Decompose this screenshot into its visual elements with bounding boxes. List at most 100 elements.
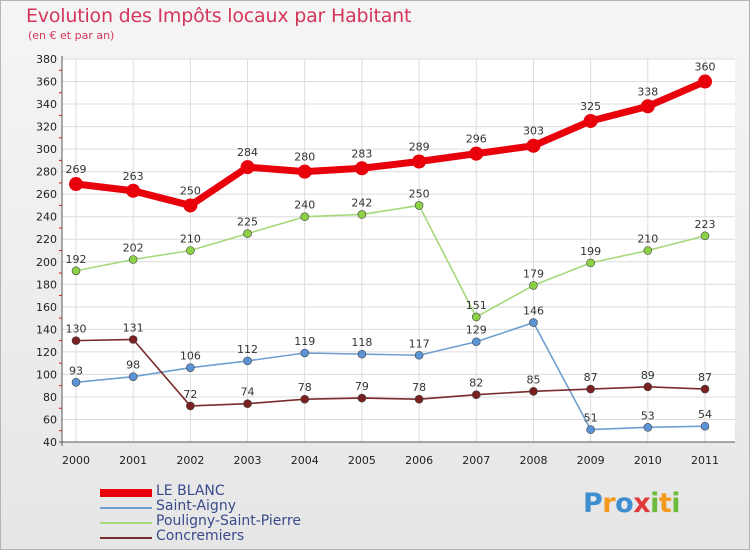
point-pouligny-saint-pierre-2009 bbox=[586, 258, 595, 268]
y-tick-label-300: 300 bbox=[36, 143, 57, 156]
data-label-pouligny-saint-pierre-2008: 179 bbox=[523, 267, 544, 280]
data-label-pouligny-saint-pierre-2009: 199 bbox=[580, 245, 601, 258]
x-tick-label-2007: 2007 bbox=[462, 454, 490, 467]
legend-swatch-saint-aigny bbox=[100, 507, 152, 509]
point-le-blanc-2004 bbox=[297, 164, 312, 179]
y-tick-label-60: 60 bbox=[43, 413, 57, 426]
point-le-blanc-2006 bbox=[412, 154, 427, 169]
data-label-le-blanc-2002: 250 bbox=[180, 184, 201, 197]
logo-letter: t bbox=[658, 488, 672, 519]
data-label-concremiers-2006: 78 bbox=[412, 381, 426, 394]
legend-label-pouligny-saint-pierre: Pouligny-Saint-Pierre bbox=[156, 513, 301, 529]
data-label-le-blanc-2011: 360 bbox=[695, 61, 716, 74]
data-label-le-blanc-2000: 269 bbox=[66, 163, 87, 176]
axes: 40 60 80 100 120 140 160 180 200 220 240 260 280 300 3… bbox=[36, 53, 735, 467]
data-label-saint-aigny-2007: 129 bbox=[466, 324, 487, 337]
point-saint-aigny-2007 bbox=[471, 337, 481, 347]
point-saint-aigny-2010 bbox=[643, 423, 653, 432]
data-label-saint-aigny-2006: 117 bbox=[409, 337, 430, 350]
data-label-le-blanc-2005: 283 bbox=[351, 147, 372, 160]
data-label-le-blanc-2006: 289 bbox=[409, 141, 430, 154]
series-line-pouligny-saint-pierre bbox=[75, 204, 706, 318]
series-line-concremiers bbox=[75, 338, 706, 407]
x-tick-label-2003: 2003 bbox=[234, 454, 262, 467]
point-le-blanc-2007 bbox=[469, 146, 484, 161]
y-tick-label-240: 240 bbox=[36, 211, 57, 224]
data-label-saint-aigny-2011: 54 bbox=[698, 408, 712, 421]
point-le-blanc-2001 bbox=[126, 183, 141, 198]
point-pouligny-saint-pierre-2006 bbox=[414, 201, 424, 210]
data-label-saint-aigny-2004: 119 bbox=[294, 335, 315, 348]
legend-swatch-concremiers bbox=[100, 537, 152, 539]
data-label-saint-aigny-2003: 112 bbox=[237, 343, 258, 356]
point-saint-aigny-2009 bbox=[586, 425, 595, 434]
data-label-concremiers-2001: 131 bbox=[123, 321, 144, 334]
point-pouligny-saint-pierre-2001 bbox=[128, 255, 138, 264]
point-saint-aigny-2002 bbox=[186, 363, 195, 372]
legend-label-saint-aigny: Saint-Aigny bbox=[156, 498, 236, 514]
point-concremiers-2006 bbox=[414, 394, 424, 404]
data-label-pouligny-saint-pierre-2011: 223 bbox=[695, 218, 716, 231]
point-pouligny-saint-pierre-2007 bbox=[471, 312, 481, 322]
y-tick-label-200: 200 bbox=[36, 256, 57, 269]
point-le-blanc-2005 bbox=[354, 161, 369, 176]
data-label-le-blanc-2001: 263 bbox=[123, 170, 144, 183]
point-concremiers-2005 bbox=[357, 393, 367, 403]
x-tick-label-2010: 2010 bbox=[634, 454, 662, 467]
point-le-blanc-2008 bbox=[526, 138, 541, 153]
legend-swatch-pouligny-saint-pierre bbox=[100, 522, 152, 524]
data-label-saint-aigny-2000: 93 bbox=[69, 364, 83, 377]
data-label-pouligny-saint-pierre-2007: 151 bbox=[466, 299, 487, 312]
point-concremiers-2003 bbox=[243, 399, 252, 409]
y-tick-label-160: 160 bbox=[36, 301, 57, 314]
x-tick-label-2004: 2004 bbox=[291, 454, 319, 467]
point-concremiers-2009 bbox=[586, 384, 595, 394]
x-tick-label-2008: 2008 bbox=[519, 454, 547, 467]
point-pouligny-saint-pierre-2005 bbox=[357, 210, 367, 219]
data-label-pouligny-saint-pierre-2006: 250 bbox=[409, 187, 430, 200]
data-label-saint-aigny-2001: 98 bbox=[126, 359, 140, 372]
data-labels: 269 263 250 284 280 283 289 296 303 325 338 360 93 98… bbox=[66, 61, 716, 425]
point-pouligny-saint-pierre-2000 bbox=[71, 266, 81, 276]
chart-subtitle: (en € et par an) bbox=[28, 29, 115, 42]
data-label-pouligny-saint-pierre-2010: 210 bbox=[637, 233, 658, 246]
y-tick-label-340: 340 bbox=[36, 98, 57, 111]
point-pouligny-saint-pierre-2011 bbox=[700, 231, 710, 241]
y-tick-label-320: 320 bbox=[36, 121, 57, 134]
point-concremiers-2011 bbox=[700, 384, 710, 394]
y-tick-label-280: 280 bbox=[36, 166, 57, 179]
data-label-concremiers-2010: 89 bbox=[641, 369, 655, 382]
data-label-le-blanc-2004: 280 bbox=[294, 151, 315, 164]
y-tick-label-80: 80 bbox=[43, 391, 57, 404]
logo-letter: o bbox=[615, 488, 634, 519]
x-tick-label-2001: 2001 bbox=[119, 454, 147, 467]
data-label-saint-aigny-2009: 51 bbox=[584, 412, 598, 425]
data-label-saint-aigny-2008: 146 bbox=[523, 305, 544, 318]
point-concremiers-2000 bbox=[71, 336, 81, 345]
point-concremiers-2001 bbox=[128, 335, 138, 344]
data-label-concremiers-2004: 78 bbox=[298, 381, 312, 394]
data-label-saint-aigny-2002: 106 bbox=[180, 350, 201, 363]
x-tick-label-2005: 2005 bbox=[348, 454, 376, 467]
data-label-le-blanc-2008: 303 bbox=[523, 125, 544, 138]
point-pouligny-saint-pierre-2010 bbox=[643, 246, 653, 255]
point-le-blanc-2011 bbox=[698, 74, 712, 89]
data-label-concremiers-2011: 87 bbox=[698, 371, 712, 384]
data-label-pouligny-saint-pierre-2005: 242 bbox=[351, 196, 372, 209]
point-le-blanc-2000 bbox=[69, 177, 83, 192]
point-saint-aigny-2004 bbox=[300, 348, 310, 358]
data-label-concremiers-2009: 87 bbox=[584, 371, 598, 384]
data-label-pouligny-saint-pierre-2001: 202 bbox=[123, 242, 144, 255]
y-tick-label-260: 260 bbox=[36, 188, 57, 201]
data-label-concremiers-2003: 74 bbox=[241, 386, 255, 399]
data-label-concremiers-2005: 79 bbox=[355, 380, 369, 393]
data-label-le-blanc-2010: 338 bbox=[637, 85, 658, 98]
data-label-le-blanc-2009: 325 bbox=[580, 100, 601, 113]
point-concremiers-2004 bbox=[300, 394, 310, 404]
data-label-saint-aigny-2010: 53 bbox=[641, 409, 655, 422]
point-pouligny-saint-pierre-2002 bbox=[186, 246, 195, 255]
y-tick-label-40: 40 bbox=[43, 436, 57, 449]
chart-title: Evolution des Impôts locaux par Habitant bbox=[26, 5, 412, 27]
data-label-le-blanc-2007: 296 bbox=[466, 133, 487, 146]
